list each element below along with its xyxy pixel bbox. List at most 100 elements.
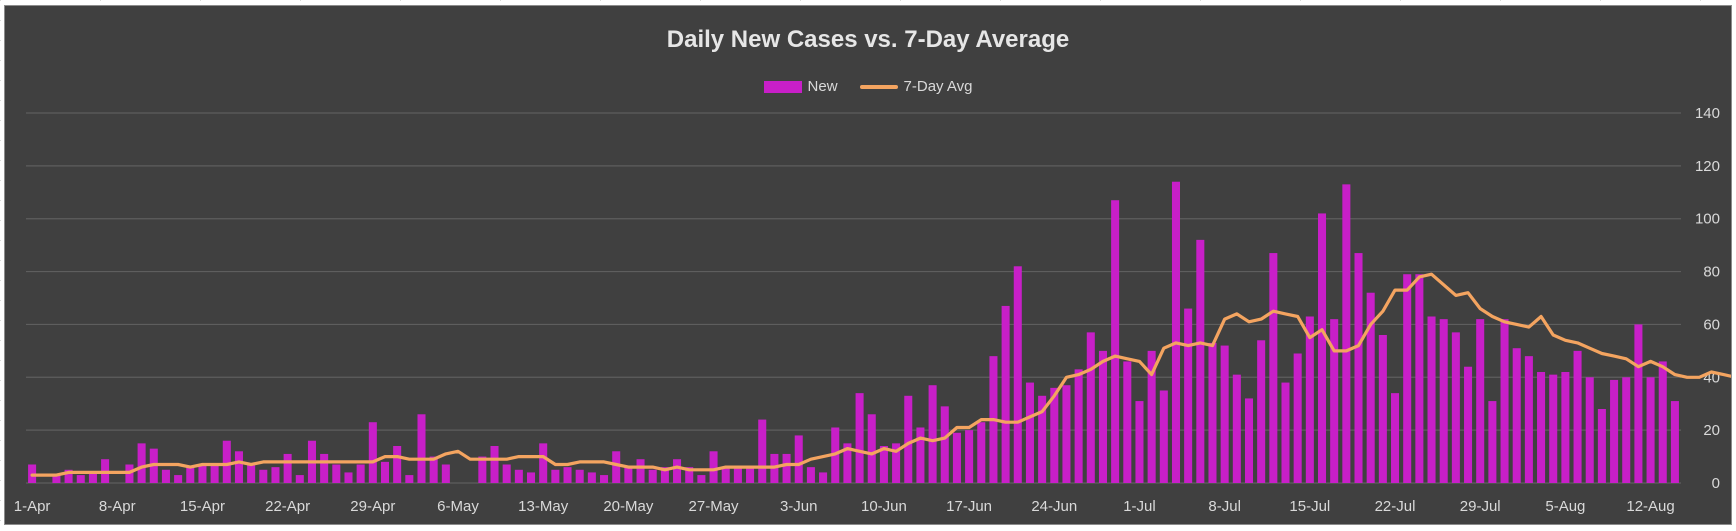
bar-new-121 <box>1500 319 1509 483</box>
bar-new-22 <box>295 475 304 483</box>
bar-new-107 <box>1330 319 1339 483</box>
bar-new-48 <box>612 451 621 483</box>
x-tick-label-1: 8-Apr <box>99 498 136 515</box>
bar-new-89 <box>1111 200 1120 483</box>
chart-area[interactable]: Daily New Cases vs. 7-Day Average New 7-… <box>4 5 1732 525</box>
bar-new-83 <box>1038 395 1047 483</box>
bar-new-57 <box>721 467 730 483</box>
bar-new-126 <box>1561 372 1570 483</box>
y-tick-label-120: 120 <box>1695 158 1720 175</box>
bar-new-20 <box>271 467 280 483</box>
bar-new-123 <box>1524 356 1533 483</box>
bar-new-31 <box>405 475 414 483</box>
bar-new-129 <box>1597 409 1606 483</box>
bar-new-101 <box>1257 340 1266 483</box>
bar-new-120 <box>1488 401 1497 483</box>
y-tick-label-60: 60 <box>1703 316 1720 333</box>
bar-new-41 <box>527 472 536 483</box>
bar-new-72 <box>904 395 913 483</box>
bar-new-28 <box>368 422 377 483</box>
bar-new-49 <box>624 467 633 483</box>
bar-new-3 <box>64 469 73 483</box>
bar-new-15 <box>210 464 219 483</box>
bar-new-55 <box>697 475 706 483</box>
bar-new-38 <box>490 446 499 483</box>
legend: New 7-Day Avg <box>5 78 1731 95</box>
bar-new-21 <box>283 453 292 483</box>
bar-new-131 <box>1622 377 1631 483</box>
bar-new-70 <box>879 446 888 483</box>
bar-new-81 <box>1013 266 1022 483</box>
bar-new-30 <box>393 446 402 483</box>
bar-new-12 <box>174 475 183 483</box>
legend-swatch-7day-avg <box>859 84 898 89</box>
bar-new-97 <box>1208 342 1217 483</box>
bar-new-102 <box>1269 253 1278 483</box>
bar-new-118 <box>1464 366 1473 483</box>
bar-new-130 <box>1610 379 1619 483</box>
bar-new-116 <box>1439 319 1448 483</box>
bar-new-88 <box>1098 350 1107 483</box>
x-tick-label-14: 8-Jul <box>1208 498 1241 515</box>
bar-new-63 <box>794 435 803 483</box>
x-tick-label-16: 22-Jul <box>1375 498 1416 515</box>
bar-new-124 <box>1537 372 1546 483</box>
bar-new-119 <box>1476 319 1485 483</box>
bar-new-98 <box>1220 345 1229 483</box>
y-tick-label-80: 80 <box>1703 264 1720 281</box>
bar-new-27 <box>356 464 365 483</box>
bar-new-112 <box>1391 393 1400 483</box>
bar-new-110 <box>1366 292 1375 483</box>
bar-new-94 <box>1171 181 1180 483</box>
bar-new-111 <box>1378 335 1387 483</box>
bar-new-11 <box>161 469 170 483</box>
bar-new-86 <box>1074 369 1083 483</box>
x-tick-label-3: 22-Apr <box>265 498 310 515</box>
bar-new-29 <box>380 461 390 483</box>
bar-new-42 <box>539 443 548 483</box>
bar-new-100 <box>1244 398 1254 483</box>
bar-new-13 <box>186 467 195 483</box>
y-tick-label-0: 0 <box>1712 475 1720 492</box>
x-tick-label-7: 20-May <box>603 498 654 515</box>
x-tick-label-17: 29-Jul <box>1460 498 1501 515</box>
bar-new-40 <box>514 469 523 483</box>
bar-new-5 <box>88 472 97 483</box>
bar-new-56 <box>709 451 718 483</box>
bar-new-47 <box>600 475 609 483</box>
bar-new-96 <box>1196 239 1205 483</box>
bar-new-53 <box>673 459 682 483</box>
bar-new-78 <box>977 422 986 483</box>
bar-new-128 <box>1585 377 1594 483</box>
bar-new-85 <box>1062 385 1071 483</box>
bar-new-77 <box>965 430 974 483</box>
bar-new-82 <box>1025 382 1034 483</box>
x-tick-label-12: 24-Jun <box>1031 498 1077 515</box>
bar-new-127 <box>1573 350 1582 483</box>
bar-new-62 <box>782 453 791 483</box>
bar-new-73 <box>916 427 925 483</box>
bar-new-25 <box>332 464 341 483</box>
bar-new-69 <box>867 414 876 483</box>
x-tick-label-15: 15-Jul <box>1289 498 1330 515</box>
bar-new-34 <box>441 464 450 483</box>
bar-new-115 <box>1427 316 1436 483</box>
bar-new-67 <box>843 443 852 483</box>
bar-new-71 <box>892 443 901 483</box>
x-tick-label-5: 6-May <box>437 498 479 515</box>
x-tick-label-11: 17-Jun <box>946 498 992 515</box>
bar-new-54 <box>685 467 694 483</box>
bar-new-50 <box>636 459 645 483</box>
x-tick-label-18: 5-Aug <box>1545 498 1585 515</box>
bar-new-114 <box>1415 274 1424 483</box>
line-7day-avg <box>30 272 1731 477</box>
bar-new-19 <box>259 469 268 483</box>
bar-new-4 <box>76 475 85 483</box>
bar-new-134 <box>1658 361 1667 483</box>
bar-new-117 <box>1451 332 1460 483</box>
bar-new-52 <box>660 467 669 483</box>
bar-new-95 <box>1184 308 1193 483</box>
x-tick-label-19: 12-Aug <box>1626 498 1674 515</box>
bar-new-74 <box>928 385 937 483</box>
x-tick-label-2: 15-Apr <box>180 498 225 515</box>
